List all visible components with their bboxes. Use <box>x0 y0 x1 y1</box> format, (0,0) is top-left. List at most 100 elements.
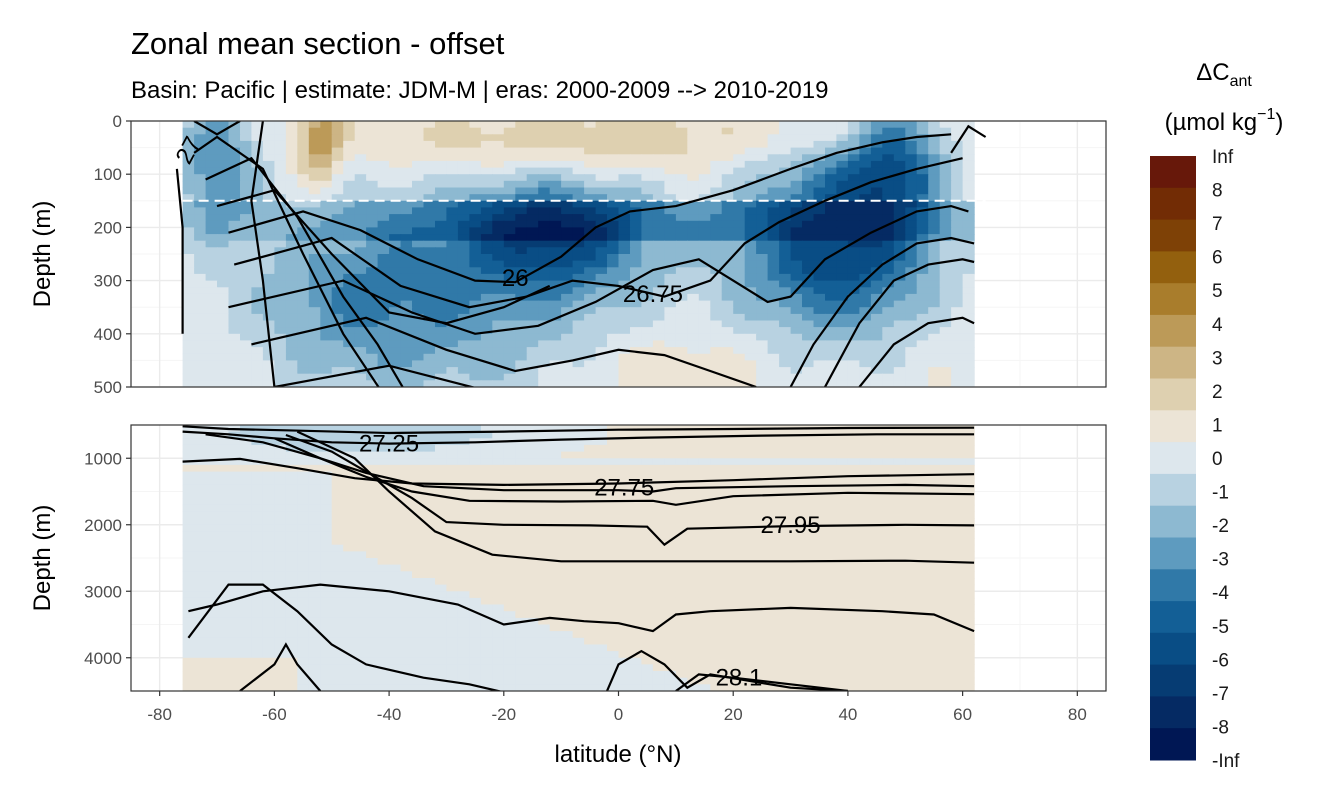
field-cell <box>423 254 436 262</box>
field-cell <box>675 367 688 375</box>
field-cell <box>262 174 275 182</box>
field-cell <box>607 360 620 368</box>
field-cell <box>320 220 333 229</box>
field-cell <box>331 484 344 493</box>
field-cell <box>664 491 677 499</box>
field-cell <box>515 353 528 361</box>
field-cell <box>630 227 643 235</box>
field-cell <box>503 597 516 606</box>
field-cell <box>790 127 803 135</box>
field-cell <box>354 327 367 335</box>
field-cell <box>630 240 643 248</box>
field-cell <box>836 458 849 466</box>
field-cell <box>366 464 379 473</box>
field-cell <box>377 484 390 493</box>
field-cell <box>836 367 849 375</box>
field-cell <box>561 380 574 387</box>
field-cell <box>285 174 298 182</box>
field-cell <box>802 551 815 559</box>
field-cell <box>297 611 310 619</box>
field-cell <box>217 367 230 375</box>
field-cell <box>698 591 711 599</box>
field-cell <box>297 254 310 262</box>
field-cell <box>928 313 941 322</box>
field-cell <box>262 597 275 606</box>
field-cell <box>779 353 792 361</box>
field-cell <box>572 360 585 368</box>
field-cell <box>779 624 792 632</box>
field-cell <box>274 538 287 546</box>
field-cell <box>251 267 264 275</box>
field-cell <box>274 127 287 135</box>
field-cell <box>240 367 253 375</box>
field-cell <box>813 240 826 248</box>
field-cell <box>893 604 906 612</box>
field-cell <box>251 167 264 175</box>
field-cell <box>262 134 275 142</box>
field-cell <box>607 327 620 335</box>
field-cell <box>274 558 287 566</box>
field-cell <box>687 127 700 135</box>
field-cell <box>675 313 688 322</box>
field-cell <box>733 247 746 255</box>
field-cell <box>297 624 310 632</box>
field-cell <box>813 121 826 129</box>
field-cell <box>331 147 344 155</box>
field-cell <box>526 147 539 155</box>
density-contour-line <box>233 157 963 309</box>
field-cell <box>825 240 838 248</box>
field-cell <box>182 280 195 288</box>
field-cell <box>905 367 918 375</box>
field-cell <box>538 360 551 368</box>
field-cell <box>641 511 654 519</box>
field-cell <box>618 360 631 368</box>
field-cell <box>205 458 218 466</box>
field-cell <box>618 234 631 242</box>
field-cell <box>457 300 470 308</box>
field-cell <box>687 134 700 142</box>
field-cell <box>710 214 723 222</box>
field-cell <box>687 280 700 288</box>
field-cell <box>630 214 643 222</box>
field-cell <box>572 518 585 526</box>
field-cell <box>767 373 780 381</box>
field-cell <box>836 491 849 499</box>
field-cell <box>905 464 918 473</box>
field-cell <box>595 327 608 335</box>
field-cell <box>721 340 734 348</box>
field-cell <box>802 578 815 586</box>
field-cell <box>916 134 929 142</box>
field-cell <box>607 451 620 459</box>
field-cell <box>607 538 620 546</box>
field-cell <box>790 544 803 552</box>
field-cell <box>675 584 688 592</box>
field-cell <box>446 478 459 486</box>
field-cell <box>182 544 195 552</box>
field-cell <box>308 538 321 546</box>
field-cell <box>710 134 723 142</box>
field-cell <box>194 160 207 169</box>
field-cell <box>262 425 275 433</box>
field-cell <box>744 564 757 572</box>
field-cell <box>435 353 448 361</box>
field-cell <box>847 484 860 493</box>
field-cell <box>928 180 941 189</box>
field-cell <box>423 227 436 235</box>
field-cell <box>366 551 379 559</box>
field-cell <box>354 604 367 612</box>
field-cell <box>297 167 310 175</box>
field-cell <box>274 597 287 606</box>
field-cell <box>607 578 620 586</box>
field-cell <box>584 247 597 255</box>
field-cell <box>515 458 528 466</box>
field-cell <box>572 287 585 295</box>
field-cell <box>836 478 849 486</box>
field-cell <box>905 551 918 559</box>
field-cell <box>847 498 860 506</box>
field-cell <box>847 617 860 626</box>
field-cell <box>893 458 906 466</box>
field-cell <box>262 180 275 189</box>
field-cell <box>790 444 803 453</box>
field-cell <box>641 267 654 275</box>
field-cell <box>492 380 505 387</box>
